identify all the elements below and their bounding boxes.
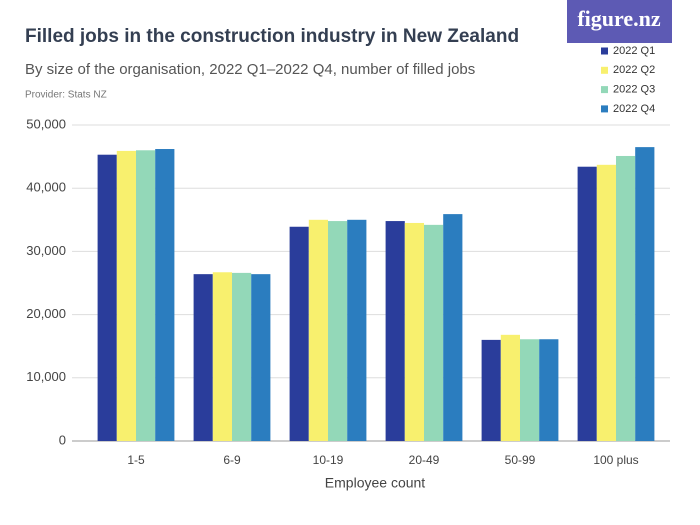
logo: figure.nz	[577, 6, 661, 31]
bar	[308, 219, 328, 441]
legend-label: 2022 Q1	[613, 45, 655, 57]
bar	[481, 339, 501, 441]
legend-label: 2022 Q2	[613, 64, 655, 76]
bar	[251, 274, 271, 441]
provider: Provider: Stats NZ	[25, 90, 107, 101]
chart-subtitle: By size of the organisation, 2022 Q1–202…	[25, 61, 475, 78]
bar	[136, 150, 156, 441]
bar	[616, 155, 636, 441]
chart-title: Filled jobs in the construction industry…	[25, 26, 519, 47]
x-axis-label: Employee count	[325, 475, 426, 491]
bar	[596, 164, 616, 442]
x-tick-label: 20-49	[409, 453, 440, 467]
legend-swatch	[601, 86, 608, 94]
y-tick-label: 10,000	[26, 369, 66, 384]
bar	[404, 222, 424, 441]
bar	[193, 274, 213, 441]
bar	[232, 272, 252, 441]
bar	[97, 154, 117, 442]
bar	[155, 149, 175, 442]
bar	[443, 214, 463, 441]
x-tick-label: 50-99	[505, 453, 536, 467]
bar	[328, 221, 348, 441]
bar	[116, 150, 136, 442]
y-tick-label: 30,000	[26, 243, 66, 258]
legend-swatch	[601, 47, 608, 55]
bar	[212, 272, 232, 441]
bar	[385, 221, 405, 441]
y-tick-label: 20,000	[26, 306, 66, 321]
logo-box	[567, 0, 672, 43]
bar	[520, 339, 540, 441]
legend-swatch	[601, 105, 608, 113]
bar	[347, 219, 367, 441]
x-tick-label: 10-19	[313, 453, 344, 467]
x-tick-label: 100 plus	[593, 453, 638, 467]
legend-label: 2022 Q4	[613, 103, 655, 115]
bar	[289, 226, 309, 441]
y-tick-label: 50,000	[26, 116, 66, 131]
bar	[577, 166, 597, 441]
bar	[424, 224, 444, 441]
bar	[635, 147, 655, 441]
bar	[500, 334, 520, 441]
y-tick-label: 40,000	[26, 180, 66, 195]
x-tick-label: 6-9	[223, 453, 241, 467]
legend-label: 2022 Q3	[613, 84, 655, 96]
x-tick-label: 1-5	[127, 453, 145, 467]
y-tick-label: 0	[59, 432, 66, 447]
legend-swatch	[601, 66, 608, 74]
bar	[539, 339, 559, 441]
